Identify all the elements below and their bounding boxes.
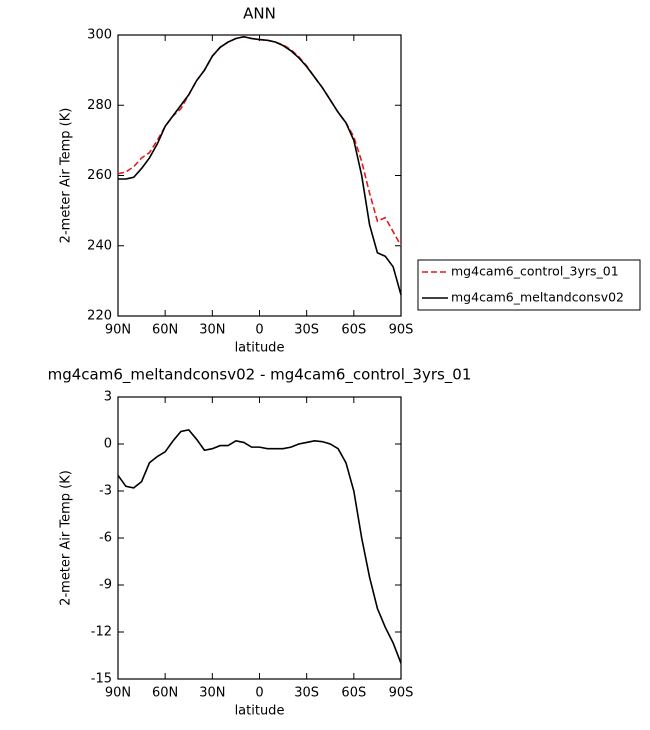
x-tick-label: 0 [255, 686, 263, 701]
y-tick-label: -12 [91, 625, 112, 640]
x-tick-label: 30S [294, 323, 319, 338]
x-tick-label: 90N [105, 686, 131, 701]
y-axis-label: 2-meter Air Temp (K) [59, 108, 74, 244]
chart-title: ANN [243, 5, 276, 23]
series-line [117, 429, 402, 664]
x-tick-label: 0 [255, 323, 263, 338]
x-tick-label: 30S [294, 686, 319, 701]
x-tick-label: 60N [152, 323, 178, 338]
legend-box [417, 259, 641, 311]
y-tick-label: -3 [99, 484, 112, 499]
x-tick-label: 90N [105, 323, 131, 338]
y-tick-label: 280 [87, 98, 112, 113]
series-line [118, 35, 402, 296]
y-tick-label: 220 [87, 309, 112, 324]
y-tick-label: -9 [99, 578, 112, 593]
x-tick-label: 30N [199, 686, 225, 701]
x-tick-label: 60S [341, 686, 366, 701]
x-axis-label: latitude [235, 341, 285, 356]
x-tick-label: 60N [152, 686, 178, 701]
series-line [117, 35, 402, 247]
x-tick-label: 90S [389, 323, 414, 338]
y-tick-label: 240 [87, 238, 112, 253]
plot-frame [117, 34, 402, 317]
y-tick-label: 260 [87, 168, 112, 183]
chart-title: mg4cam6_meltandconsv02 - mg4cam6_control… [48, 366, 472, 385]
y-tick-label: -6 [99, 531, 112, 546]
y-tick-label: 0 [104, 437, 112, 452]
y-axis-label: 2-meter Air Temp (K) [59, 470, 74, 606]
x-axis-label: latitude [235, 704, 285, 719]
x-tick-label: 90S [389, 686, 414, 701]
y-tick-label: -15 [91, 672, 112, 687]
legend-label: mg4cam6_meltandconsv02 [451, 290, 624, 305]
plot-frame [117, 396, 402, 680]
legend-label: mg4cam6_control_3yrs_01 [451, 264, 619, 279]
x-tick-label: 60S [341, 323, 366, 338]
y-tick-label: 300 [87, 28, 112, 43]
y-tick-label: 3 [104, 390, 112, 405]
x-tick-label: 30N [199, 323, 225, 338]
